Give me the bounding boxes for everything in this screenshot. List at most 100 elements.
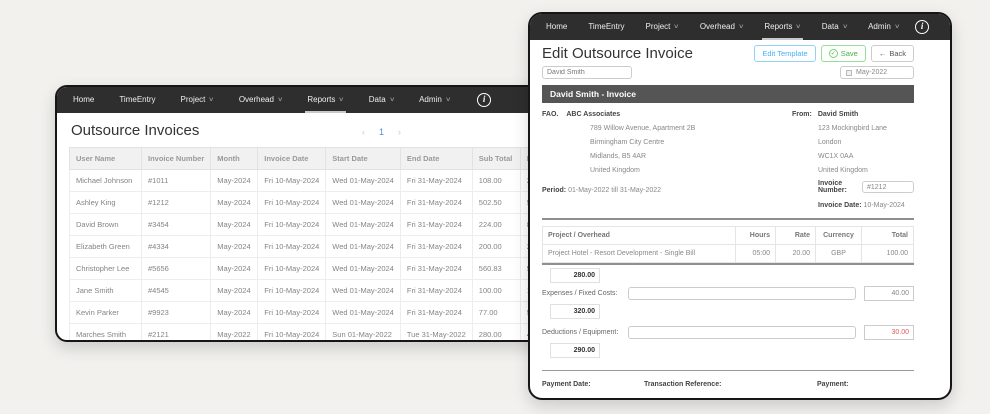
invoice-number-input[interactable] bbox=[862, 181, 914, 193]
column-header: Sub Total bbox=[471, 147, 521, 170]
period-label: Period: bbox=[542, 187, 567, 194]
save-button[interactable]: ✓ Save bbox=[820, 45, 866, 62]
nav-label: Home bbox=[73, 94, 95, 104]
column-header: Hours bbox=[735, 226, 776, 245]
nav-label: Data bbox=[821, 21, 839, 31]
prev-page-icon[interactable]: ‹ bbox=[362, 127, 365, 137]
table-cell: Fri 10-May-2024 bbox=[257, 191, 327, 214]
subtotal-value: 280.00 bbox=[550, 268, 600, 283]
payment-label: Payment: bbox=[817, 381, 849, 388]
table-row[interactable]: Elizabeth Green #4334 May-2024 Fri 10-Ma… bbox=[69, 235, 639, 258]
table-cell: Kevin Parker bbox=[69, 301, 142, 324]
deductions-description-input[interactable] bbox=[628, 326, 856, 339]
nav-item-overhead[interactable]: Overhead ∨ bbox=[698, 14, 746, 40]
nav-label: TimeEntry bbox=[588, 21, 625, 31]
table-cell: Fri 10-May-2024 bbox=[257, 279, 327, 302]
table-cell: Christopher Lee bbox=[69, 257, 142, 280]
nav-item-project[interactable]: Project ∨ bbox=[644, 14, 681, 40]
table-cell: 108.00 bbox=[471, 169, 521, 192]
chevron-down-icon: ∨ bbox=[444, 96, 452, 103]
user-name-input[interactable] bbox=[542, 66, 632, 79]
nav-item-home[interactable]: Home bbox=[71, 87, 96, 113]
table-cell: Elizabeth Green bbox=[69, 235, 142, 258]
recipient-address-line: Midlands, B5 4AR bbox=[590, 153, 647, 160]
sender-address-line: United Kingdom bbox=[818, 167, 868, 174]
edit-invoice-window: Home TimeEntry Project ∨ Overhead ∨ Report… bbox=[528, 12, 952, 400]
column-header: Month bbox=[210, 147, 259, 170]
info-icon[interactable]: i bbox=[477, 93, 492, 107]
month-picker[interactable]: May-2022 bbox=[840, 66, 914, 79]
table-cell: May-2024 bbox=[210, 301, 259, 324]
table-cell: Fri 31-May-2024 bbox=[399, 301, 473, 324]
table-cell: Fri 31-May-2024 bbox=[399, 235, 473, 258]
edit-template-button[interactable]: Edit Template bbox=[754, 45, 816, 62]
nav-item-timeentry[interactable]: TimeEntry bbox=[586, 14, 626, 40]
nav-label: Admin bbox=[419, 94, 442, 104]
nav-label: Overhead bbox=[699, 21, 735, 31]
table-cell: Fri 10-May-2024 bbox=[257, 235, 327, 258]
table-cell: 560.83 bbox=[471, 257, 521, 280]
nav-item-overhead[interactable]: Overhead ∨ bbox=[237, 87, 285, 113]
line-items-header-row: Project / Overhead Hours Rate Currency T… bbox=[542, 226, 914, 245]
nav-item-admin[interactable]: Admin ∨ bbox=[866, 14, 901, 40]
recipient-address-line: Birmingham City Centre bbox=[590, 139, 665, 146]
back-label: Back bbox=[889, 49, 906, 58]
fao-label: FAO. bbox=[542, 111, 559, 118]
column-header: User Name bbox=[69, 147, 142, 170]
invoice-date-label: Invoice Date: bbox=[818, 202, 862, 209]
nav-label: Admin bbox=[868, 21, 891, 31]
table-cell: Wed 01-May-2024 bbox=[325, 213, 401, 236]
payment-date-label: Payment Date: bbox=[542, 381, 591, 388]
recipient-name: ABC Associates bbox=[566, 111, 621, 118]
back-button[interactable]: ← Back bbox=[870, 45, 914, 62]
next-page-icon[interactable]: › bbox=[398, 127, 402, 137]
table-cell: Fri 31-May-2024 bbox=[399, 257, 473, 280]
nav-item-data[interactable]: Data ∨ bbox=[820, 14, 849, 40]
chevron-down-icon: ∨ bbox=[208, 96, 215, 103]
table-cell: Marches Smith bbox=[69, 323, 142, 340]
nav-item-project[interactable]: Project ∨ bbox=[179, 87, 216, 113]
nav-label: Data bbox=[368, 94, 386, 104]
table-cell: 77.00 bbox=[471, 301, 521, 324]
table-cell: 224.00 bbox=[471, 213, 521, 236]
nav-item-home[interactable]: Home bbox=[544, 14, 569, 40]
table-cell: Jane Smith bbox=[69, 279, 142, 302]
table-cell: #1011 bbox=[140, 169, 212, 192]
deductions-value[interactable]: 30.00 bbox=[864, 325, 914, 340]
invoice-number-label: Invoice Number: bbox=[818, 180, 847, 194]
nav-item-data[interactable]: Data ∨ bbox=[367, 87, 396, 113]
expenses-description-input[interactable] bbox=[628, 287, 856, 300]
recipient-address-line: 789 Willow Avenue, Apartment 2B bbox=[590, 125, 696, 132]
table-cell: Ashley King bbox=[69, 191, 142, 214]
table-cell: #4545 bbox=[140, 279, 212, 302]
nav-item-timeentry[interactable]: TimeEntry bbox=[117, 87, 157, 113]
sender-address-line: WC1X 0AA bbox=[818, 153, 854, 160]
info-icon[interactable]: i bbox=[915, 20, 930, 34]
table-cell: #2121 bbox=[140, 323, 212, 340]
table-cell: Wed 01-May-2024 bbox=[325, 279, 401, 302]
nav-label: Reports bbox=[307, 94, 336, 104]
page-number[interactable]: 1 bbox=[379, 127, 385, 137]
nav-item-reports[interactable]: Reports ∨ bbox=[762, 14, 803, 40]
period-value: 01-May-2022 till 31-May-2022 bbox=[568, 187, 662, 194]
nav-label: Project bbox=[180, 94, 206, 104]
invoice-date-value: 10-May-2024 bbox=[863, 202, 905, 209]
table-cell: Sun 01-May-2022 bbox=[325, 323, 401, 340]
page-title: Edit Outsource Invoice bbox=[542, 45, 693, 62]
table-cell: Fri 10-May-2024 bbox=[257, 257, 327, 280]
line-item-row[interactable]: Project Hotel - Resort Development - Sin… bbox=[542, 244, 914, 263]
divider bbox=[542, 370, 914, 371]
table-cell: May-2024 bbox=[210, 213, 259, 236]
grand-total-value: 290.00 bbox=[550, 343, 600, 358]
column-header: Total bbox=[861, 226, 914, 245]
nav-item-admin[interactable]: Admin ∨ bbox=[417, 87, 452, 113]
table-cell: Fri 10-May-2024 bbox=[257, 301, 327, 324]
chevron-down-icon: ∨ bbox=[738, 23, 745, 30]
table-cell: Fri 31-May-2024 bbox=[399, 191, 473, 214]
edit-template-label: Edit Template bbox=[762, 49, 808, 58]
nav-item-reports[interactable]: Reports ∨ bbox=[305, 87, 346, 113]
month-value: May-2022 bbox=[856, 69, 888, 76]
invoice-section-header: David Smith - Invoice bbox=[542, 85, 914, 103]
expenses-value[interactable]: 40.00 bbox=[864, 286, 914, 301]
back-arrow-icon: ← bbox=[878, 49, 887, 58]
